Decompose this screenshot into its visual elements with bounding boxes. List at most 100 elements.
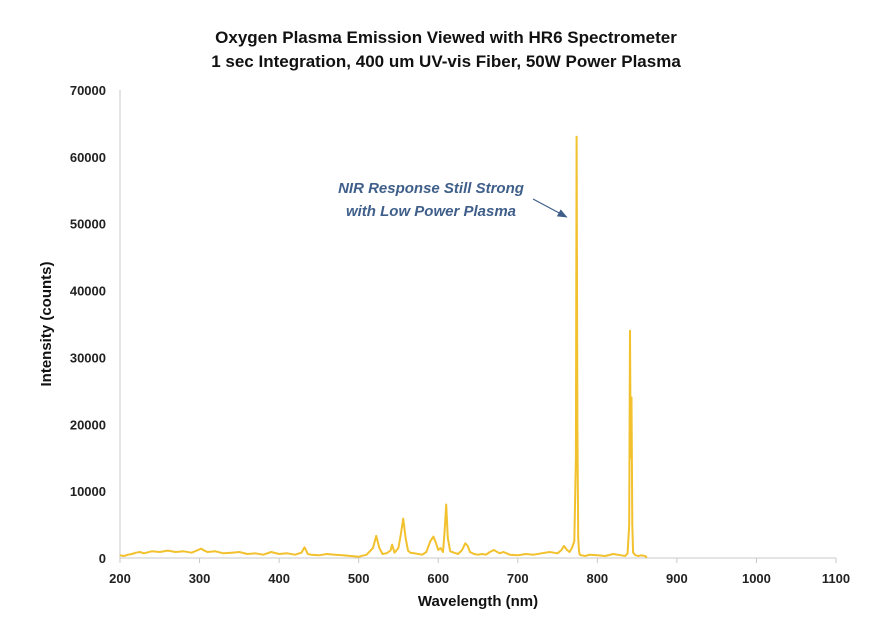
data-point [629, 330, 631, 332]
data-point [206, 551, 209, 553]
x-tick-label: 300 [189, 571, 211, 586]
data-point [646, 556, 648, 558]
data-point [310, 554, 312, 556]
data-point [397, 547, 400, 549]
data-point [596, 554, 598, 556]
data-point [630, 457, 632, 459]
y-tick-label: 50000 [70, 217, 106, 232]
data-point [449, 550, 451, 552]
data-point [303, 546, 306, 548]
data-point [407, 550, 409, 552]
data-point [342, 554, 344, 556]
data-point [389, 550, 392, 552]
data-point [391, 544, 393, 546]
data-point [634, 554, 637, 556]
data-point [563, 545, 565, 547]
data-point [421, 554, 423, 556]
data-point [493, 549, 495, 551]
data-point [481, 553, 483, 555]
data-point [417, 553, 419, 555]
data-point [197, 549, 199, 551]
data-point [440, 547, 442, 549]
data-point [533, 554, 535, 556]
data-point [307, 553, 309, 555]
data-point [442, 551, 444, 553]
data-point [294, 554, 296, 556]
data-point [326, 553, 328, 555]
y-tick-label: 20000 [70, 417, 106, 432]
data-point [620, 554, 622, 556]
data-point [573, 540, 575, 542]
x-tick-label: 400 [268, 571, 290, 586]
data-point [464, 542, 466, 544]
data-point [350, 555, 352, 557]
data-point [612, 553, 614, 555]
data-point [568, 551, 571, 553]
y-tick-label: 40000 [70, 284, 106, 299]
annotation-arrow [532, 198, 568, 218]
data-point [278, 553, 280, 555]
data-point [575, 457, 577, 459]
data-point [143, 552, 145, 554]
data-point [628, 523, 630, 526]
data-point [549, 551, 551, 553]
data-point [159, 551, 161, 553]
data-point [238, 551, 240, 553]
data-point [334, 554, 336, 556]
data-point [378, 547, 380, 549]
data-point [318, 554, 320, 556]
data-point [385, 552, 388, 554]
data-point [630, 396, 633, 399]
data-point [638, 555, 640, 557]
x-tick-label: 900 [666, 571, 688, 586]
data-point [432, 536, 435, 538]
data-point [489, 551, 491, 553]
data-point [632, 552, 634, 554]
annotation-line-2: with Low Power Plasma [346, 203, 516, 220]
data-point [425, 551, 427, 553]
data-point [409, 552, 411, 554]
data-point [560, 549, 563, 551]
data-point [366, 554, 368, 556]
y-axis-title: Intensity (counts) [38, 261, 55, 386]
data-point [437, 549, 439, 551]
y-tick-label: 10000 [70, 484, 106, 499]
data-point [631, 523, 633, 526]
data-point [300, 552, 302, 554]
data-point [372, 547, 374, 549]
data-point [453, 552, 455, 554]
x-axis-title: Wavelength (nm) [418, 593, 538, 610]
data-point [461, 549, 463, 551]
data-point [445, 503, 447, 506]
y-tick-label: 60000 [70, 150, 106, 165]
data-point [566, 549, 568, 551]
x-tick-label: 700 [507, 571, 529, 586]
data-point [393, 552, 396, 554]
data-point [222, 552, 225, 554]
data-point [624, 555, 626, 557]
chart-subtitle: 1 sec Integration, 400 um UV-vis Fiber, … [211, 52, 681, 71]
data-point [400, 534, 402, 536]
data-point [485, 554, 487, 556]
annotation-line-1: NIR Response Still Strong [338, 180, 524, 197]
data-point [167, 550, 169, 552]
x-tick-label: 800 [586, 571, 608, 586]
x-tick-label: 500 [348, 571, 370, 586]
data-point [477, 554, 479, 556]
data-point [123, 555, 125, 557]
data-point [498, 552, 501, 554]
data-point [262, 554, 264, 556]
data-point [517, 554, 519, 556]
x-tick-label: 200 [109, 571, 131, 586]
data-point [579, 554, 581, 556]
data-point [175, 551, 177, 553]
data-point [502, 551, 505, 553]
data-point [578, 550, 580, 552]
chart-title: Oxygen Plasma Emission Viewed with HR6 S… [215, 28, 677, 47]
data-point [447, 537, 449, 539]
data-point [443, 530, 446, 532]
data-point [270, 551, 272, 553]
data-point [230, 552, 232, 554]
data-point [183, 550, 185, 552]
